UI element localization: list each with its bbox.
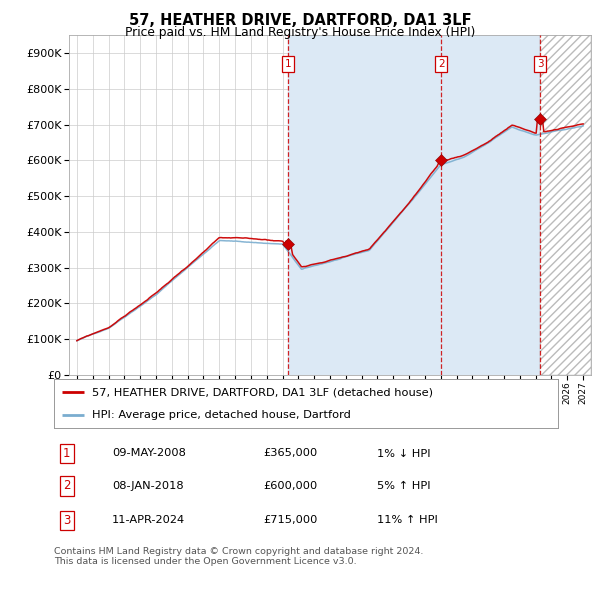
Text: 5% ↑ HPI: 5% ↑ HPI	[377, 481, 430, 491]
Text: 1% ↓ HPI: 1% ↓ HPI	[377, 448, 430, 458]
Text: 11-APR-2024: 11-APR-2024	[112, 516, 185, 526]
Text: Price paid vs. HM Land Registry's House Price Index (HPI): Price paid vs. HM Land Registry's House …	[125, 26, 475, 39]
Text: Contains HM Land Registry data © Crown copyright and database right 2024.
This d: Contains HM Land Registry data © Crown c…	[54, 547, 424, 566]
Text: 2: 2	[438, 59, 445, 69]
Text: 57, HEATHER DRIVE, DARTFORD, DA1 3LF (detached house): 57, HEATHER DRIVE, DARTFORD, DA1 3LF (de…	[92, 388, 433, 398]
Bar	[288, 35, 540, 375]
Text: 11% ↑ HPI: 11% ↑ HPI	[377, 516, 437, 526]
Text: 09-MAY-2008: 09-MAY-2008	[112, 448, 186, 458]
Bar	[540, 35, 591, 375]
Text: £365,000: £365,000	[263, 448, 317, 458]
Bar	[540, 35, 591, 375]
Text: 1: 1	[63, 447, 70, 460]
Text: 57, HEATHER DRIVE, DARTFORD, DA1 3LF: 57, HEATHER DRIVE, DARTFORD, DA1 3LF	[128, 13, 472, 28]
Text: £600,000: £600,000	[263, 481, 317, 491]
Text: 3: 3	[537, 59, 544, 69]
Text: 2: 2	[63, 479, 70, 493]
Text: HPI: Average price, detached house, Dartford: HPI: Average price, detached house, Dart…	[92, 409, 350, 419]
Text: 1: 1	[285, 59, 292, 69]
Text: £715,000: £715,000	[263, 516, 317, 526]
Text: 08-JAN-2018: 08-JAN-2018	[112, 481, 184, 491]
Text: 3: 3	[63, 514, 70, 527]
